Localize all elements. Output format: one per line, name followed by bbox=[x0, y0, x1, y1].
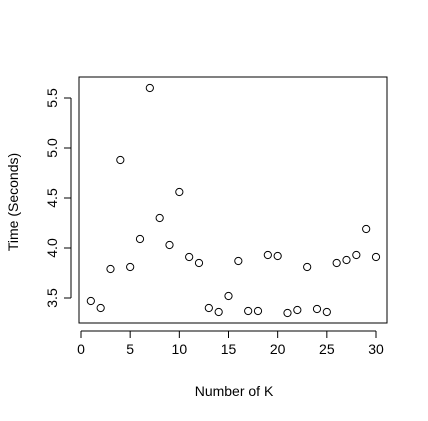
data-point bbox=[371, 252, 381, 262]
data-point bbox=[283, 308, 292, 318]
y-axis: 3.5 4.0 4.5 5.0 5.5 bbox=[44, 88, 72, 308]
data-point bbox=[342, 255, 351, 265]
y-tick-label: 5.5 bbox=[44, 88, 60, 108]
x-tick-label: 25 bbox=[319, 341, 335, 357]
data-point bbox=[135, 234, 145, 244]
data-point bbox=[194, 258, 204, 268]
x-tick-label: 10 bbox=[172, 341, 188, 357]
data-point bbox=[362, 224, 371, 234]
data-point bbox=[293, 305, 302, 315]
data-point bbox=[312, 304, 322, 314]
data-point bbox=[96, 303, 105, 313]
data-point bbox=[165, 240, 174, 250]
x-axis-label: Number of K bbox=[195, 383, 274, 399]
data-point bbox=[244, 306, 253, 316]
data-point bbox=[234, 256, 243, 266]
y-tick-label: 4.5 bbox=[44, 188, 60, 208]
data-point bbox=[352, 250, 361, 260]
data-point bbox=[322, 307, 331, 317]
x-tick-label: 5 bbox=[126, 341, 134, 357]
x-axis: 0 5 10 15 20 25 30 bbox=[77, 330, 384, 357]
data-point bbox=[155, 213, 164, 223]
plot-frame bbox=[78, 76, 388, 324]
data-point bbox=[273, 251, 282, 261]
plot-area bbox=[78, 76, 388, 324]
y-tick-label: 4.0 bbox=[44, 238, 60, 258]
data-point bbox=[145, 83, 154, 93]
x-tick-label: 30 bbox=[368, 341, 384, 357]
data-point bbox=[332, 258, 341, 268]
data-point bbox=[224, 291, 233, 301]
data-point bbox=[185, 252, 194, 262]
data-point bbox=[86, 296, 95, 306]
data-point bbox=[253, 306, 263, 316]
data-point bbox=[106, 264, 115, 274]
y-tick-label: 3.5 bbox=[44, 288, 60, 308]
data-point bbox=[116, 155, 125, 165]
data-point bbox=[126, 262, 135, 272]
x-tick-label: 15 bbox=[221, 341, 237, 357]
y-tick-label: 5.0 bbox=[44, 138, 60, 158]
data-point bbox=[204, 303, 213, 313]
data-point bbox=[303, 262, 312, 272]
x-tick-label: 0 bbox=[77, 341, 85, 357]
data-point bbox=[175, 187, 184, 197]
data-points bbox=[86, 83, 381, 318]
data-point bbox=[214, 307, 223, 317]
x-tick-label: 20 bbox=[270, 341, 286, 357]
y-axis-label: Time (Seconds) bbox=[5, 153, 21, 251]
data-point bbox=[263, 250, 272, 260]
